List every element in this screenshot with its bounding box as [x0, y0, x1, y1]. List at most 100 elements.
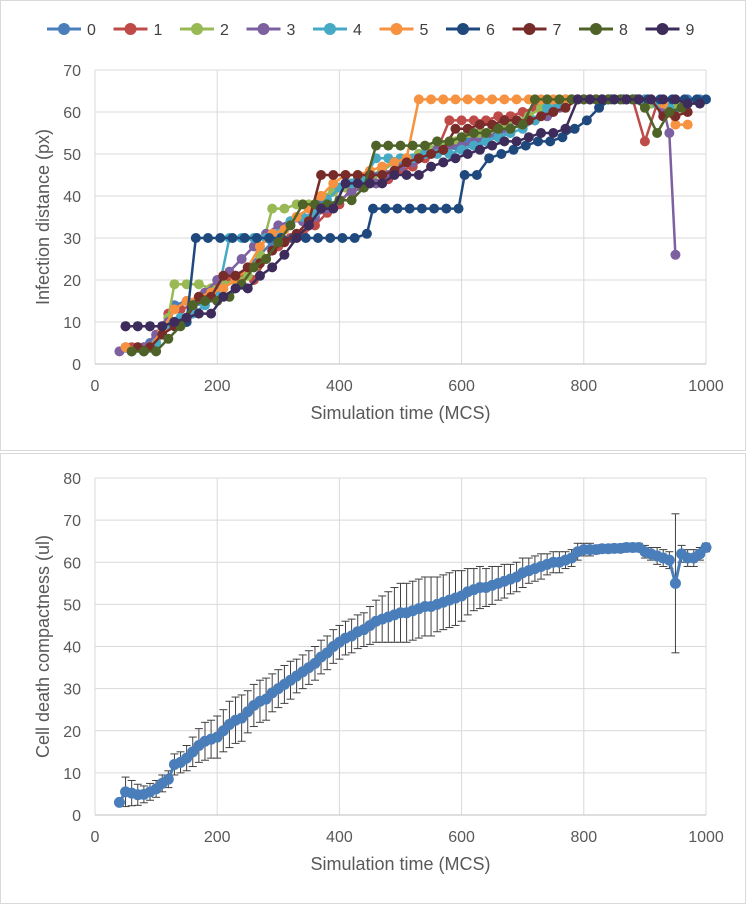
data-point [584, 94, 595, 105]
data-point [597, 94, 608, 105]
legend-label: 9 [686, 22, 695, 39]
y-tick-label: 0 [72, 808, 81, 825]
data-point [248, 262, 259, 273]
data-point [670, 119, 681, 130]
data-point [499, 94, 510, 105]
data-point [609, 94, 620, 105]
data-point [444, 115, 455, 126]
data-point [511, 136, 522, 147]
data-point [368, 203, 379, 214]
y-tick-label: 30 [63, 231, 81, 248]
legend-label: 1 [154, 22, 163, 39]
data-point [523, 132, 534, 143]
data-point [499, 115, 510, 126]
data-point [658, 94, 669, 105]
data-point [511, 94, 522, 105]
data-point [560, 102, 571, 113]
legend-marker [257, 23, 270, 35]
data-point [413, 170, 424, 180]
error-bars [121, 513, 710, 808]
x-axis-title: Simulation time (MCS) [310, 403, 490, 423]
data-point [633, 94, 644, 105]
data-point [193, 308, 204, 319]
data-point [169, 279, 180, 290]
data-point [438, 94, 449, 105]
data-point [682, 98, 693, 109]
legend-item-6: 6 [446, 22, 495, 39]
data-point [481, 128, 492, 138]
legend-item-4: 4 [313, 22, 362, 39]
data-point [554, 94, 565, 105]
data-point [652, 128, 663, 138]
x-tick-label: 400 [326, 378, 353, 395]
x-tick-label: 200 [204, 829, 231, 846]
data-point [236, 254, 247, 264]
data-point [444, 136, 455, 147]
data-point [162, 773, 174, 785]
data-point [264, 233, 275, 243]
legend-item-7: 7 [512, 22, 562, 39]
data-point [279, 249, 290, 260]
data-point [487, 94, 498, 105]
y-tick-label: 70 [63, 513, 81, 530]
data-point [496, 149, 507, 159]
data-point [251, 233, 262, 243]
data-point [474, 144, 485, 155]
data-point [639, 136, 650, 147]
legend-label: 3 [287, 22, 296, 39]
data-point [316, 170, 327, 180]
x-tick-label: 200 [204, 378, 231, 395]
y-tick-label: 80 [63, 471, 81, 488]
y-tick-label: 10 [63, 766, 81, 783]
data-point [230, 283, 241, 294]
data-point [413, 94, 424, 105]
data-point [361, 228, 372, 239]
data-point [349, 233, 360, 243]
data-point [429, 203, 440, 214]
y-tick-label: 50 [63, 597, 81, 614]
data-point [316, 203, 327, 214]
legend-marker [191, 23, 203, 35]
data-point [459, 170, 470, 180]
data-point [395, 140, 406, 151]
legend-marker [324, 23, 336, 35]
data-point [401, 170, 412, 180]
data-point [456, 115, 467, 126]
data-point [300, 233, 311, 243]
legend-item-1: 1 [113, 22, 163, 39]
data-point [401, 157, 412, 168]
data-point [426, 94, 437, 105]
y-tick-label: 60 [63, 555, 81, 572]
data-point [132, 321, 143, 332]
legend-label: 0 [87, 22, 96, 39]
data-point [416, 203, 427, 214]
data-point [392, 203, 403, 214]
legend-item-8: 8 [579, 22, 628, 39]
legend-marker [124, 23, 137, 35]
data-point [126, 346, 137, 357]
data-point [377, 178, 388, 189]
data-point [438, 157, 449, 168]
data-point [484, 153, 495, 164]
data-point [441, 203, 452, 214]
legend-marker [58, 23, 70, 35]
data-point [203, 233, 214, 243]
legend-marker [656, 23, 669, 35]
data-point [267, 203, 278, 214]
data-point [639, 102, 650, 113]
data-point [303, 220, 314, 231]
data-point [181, 279, 192, 290]
data-point [352, 178, 363, 189]
legend-label: 4 [353, 22, 362, 39]
data-point [462, 149, 473, 159]
data-point [581, 115, 592, 126]
data-point [646, 94, 657, 105]
data-point [426, 161, 437, 172]
data-point [199, 296, 210, 306]
data-point [279, 203, 290, 214]
data-point [669, 577, 681, 589]
data-point [419, 140, 430, 151]
data-point [529, 94, 540, 105]
